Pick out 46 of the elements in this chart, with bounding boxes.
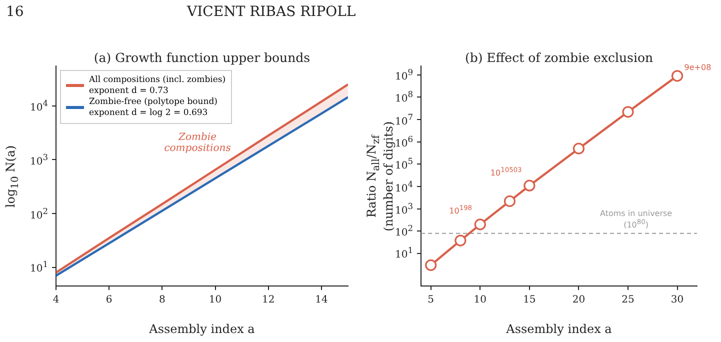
y-tick-label: 10$^{4}$ [30, 98, 48, 114]
chart-title: (b) Effect of zombie exclusion [464, 50, 654, 65]
ref-line-label: Atoms in universe (10$^{80}$) [600, 209, 672, 231]
x-tick-label: 15 [523, 294, 536, 306]
legend-label: All compositions (incl. zombies) exponent d = 0.73 [89, 75, 226, 96]
point [504, 195, 516, 207]
x-tick-label: 12 [262, 294, 275, 306]
y-tick-label: 10$^{3}$ [30, 152, 48, 167]
y-tick-label: 10$^{9}$ [395, 66, 414, 82]
legend-label: Zombie-free (polytope bound) exponent d = log 2 = 0.693 [89, 97, 218, 118]
y-tick-label: 10$^{1}$ [30, 259, 48, 275]
y-tick-label: 10$^{6}$ [395, 134, 414, 150]
x-axis-title: Assembly index a [148, 322, 256, 336]
x-tick-label: 10 [208, 294, 222, 306]
y-tick-label: 10$^{5}$ [395, 156, 414, 172]
x-tick-label: 8 [158, 294, 166, 306]
x-tick-label: 14 [315, 294, 328, 306]
point [474, 218, 486, 230]
annotation: 10$^{198}$ [449, 204, 472, 217]
x-tick-label: 6 [106, 294, 112, 306]
point [671, 70, 684, 82]
point [524, 180, 536, 192]
chart-title: (a) Growth function upper bounds [92, 50, 312, 65]
annotation: 10$^{10503}$ [490, 166, 522, 178]
x-tick-label: 25 [622, 294, 634, 306]
annotation: 9e+08 [684, 62, 712, 73]
point [572, 142, 585, 154]
text: 16 [6, 4, 24, 20]
y-tick-label: 10$^{7}$ [395, 112, 414, 127]
y-tick-label: 10$^{2}$ [395, 223, 414, 238]
annotation: Zombie compositions [164, 132, 231, 154]
y-tick-label: 10$^{2}$ [30, 206, 48, 221]
x-tick-label: 4 [52, 294, 60, 306]
point [622, 106, 634, 118]
y-tick-label: 10$^{4}$ [395, 178, 414, 194]
x-tick-label: 5 [428, 294, 434, 306]
x-tick-label: 20 [572, 294, 586, 306]
point [454, 234, 466, 246]
x-tick-label: 10 [474, 294, 487, 306]
x-tick-label: 30 [670, 294, 684, 306]
point [425, 259, 437, 271]
x-axis-title: Assembly index a [505, 322, 613, 336]
text: VICENT RIBAS RIPOLL [187, 4, 356, 20]
y-tick-label: 10$^{3}$ [395, 200, 414, 216]
y-tick-label: 10$^{1}$ [395, 245, 414, 261]
y-tick-label: 10$^{8}$ [395, 89, 414, 105]
